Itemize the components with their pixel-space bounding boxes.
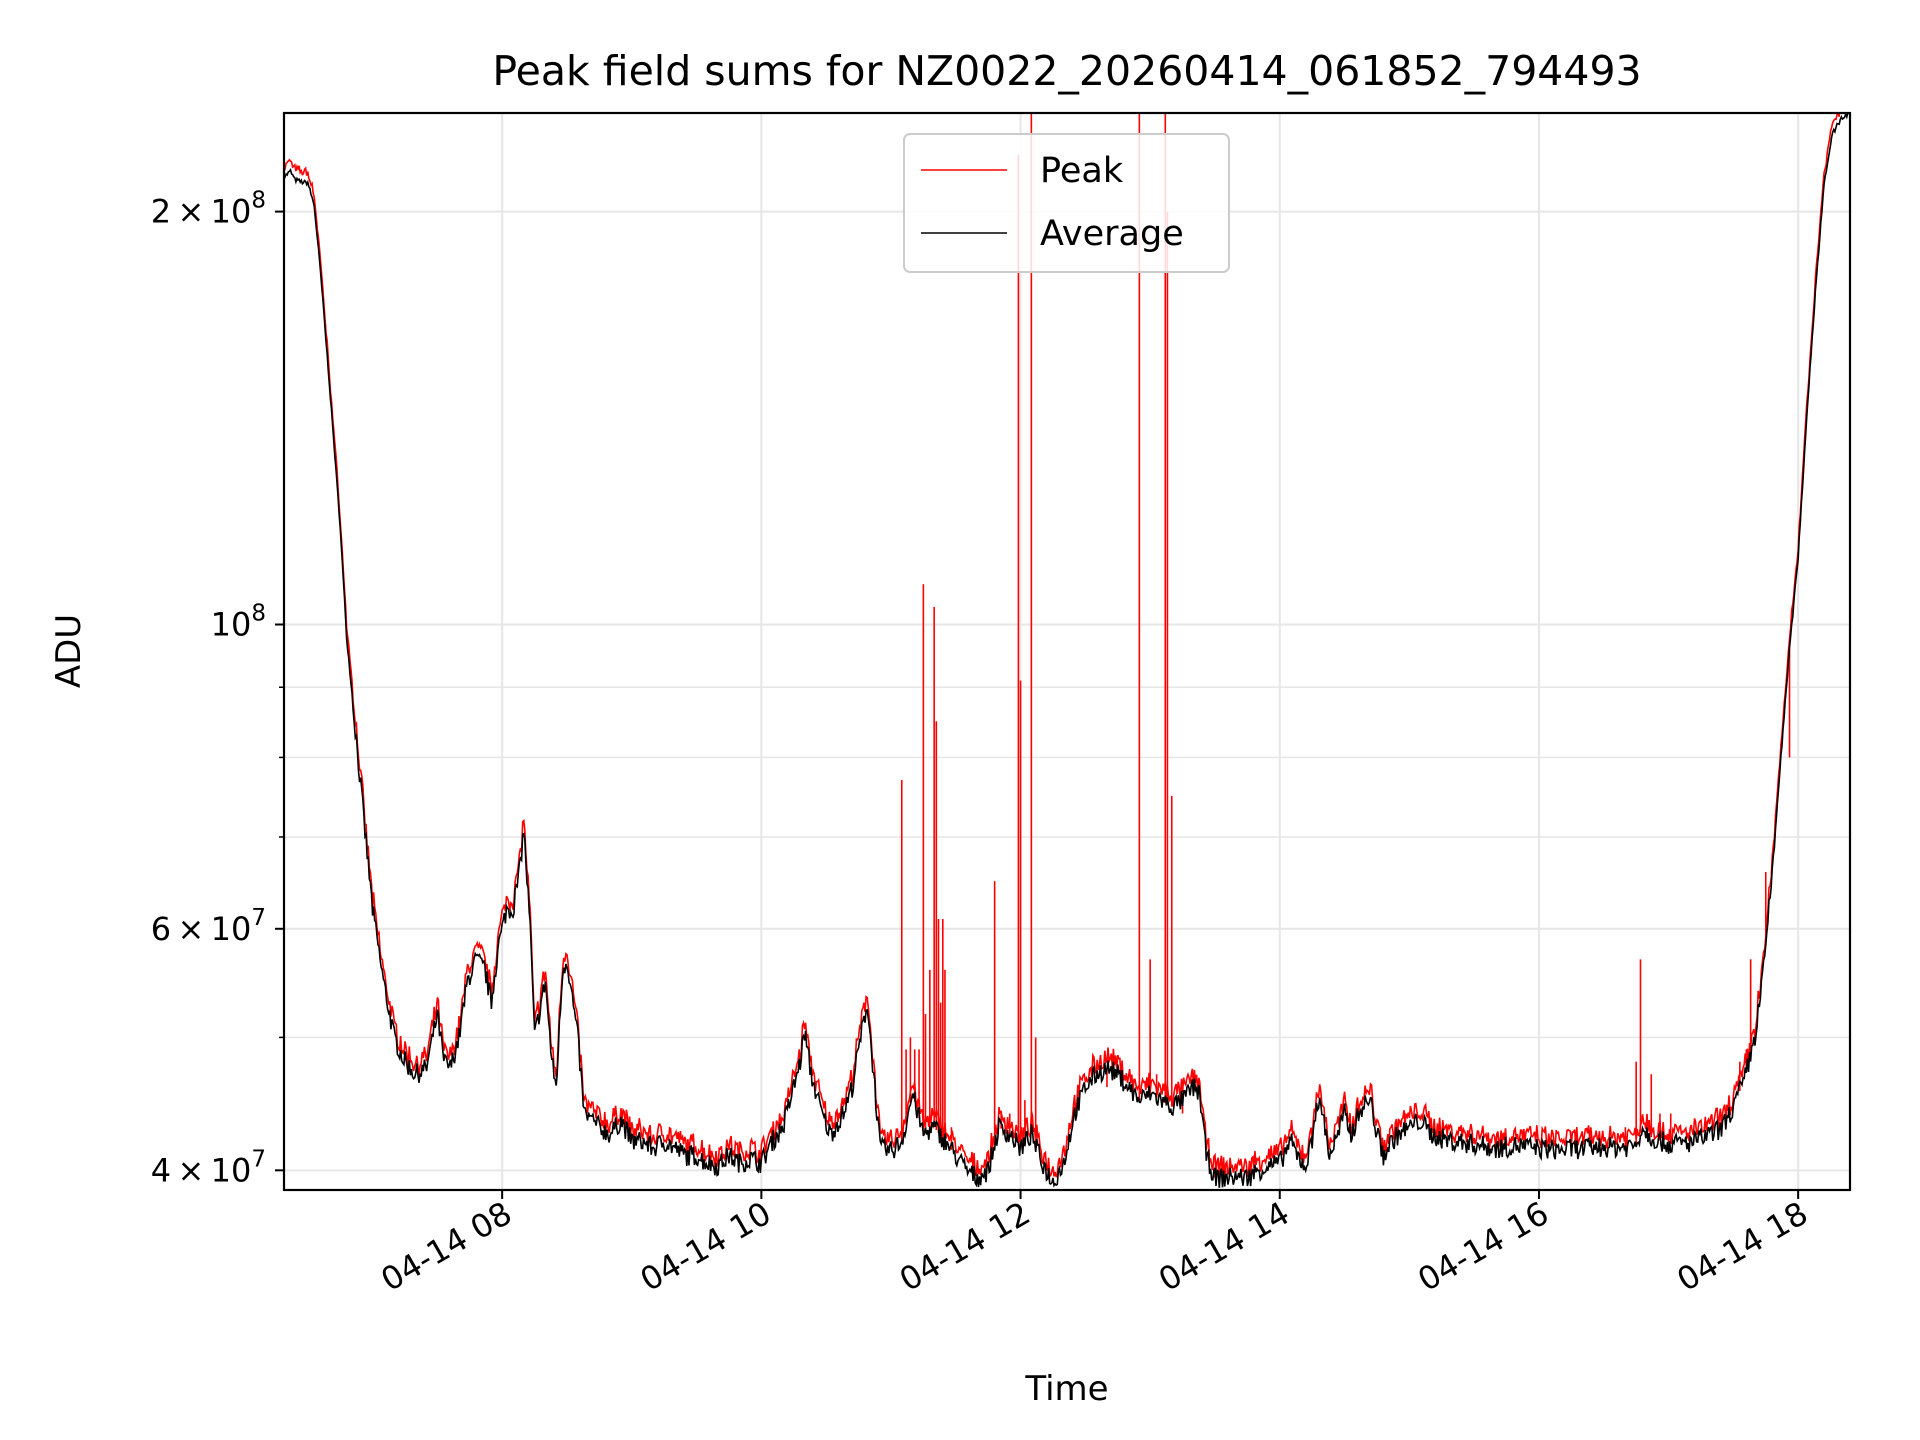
y-tick-label: 4 × 107 [151,1146,266,1189]
legend-peak-label: Peak [1040,151,1124,191]
y-tick-label: 108 [211,600,266,643]
grid [284,113,1850,1190]
y-axis-label: ADU [49,614,89,688]
y-axis: 2 × 108 108 6 × 107 4 × 107 [151,188,284,1189]
plot-frame [282,111,1852,1192]
plot-area [284,113,1850,1188]
average-series-line [284,113,1850,1188]
legend: Peak Average [903,133,1230,273]
chart-title: Peak field sums for NZ0022_20260414_0618… [492,47,1641,95]
peak-series-line [284,113,1841,1180]
y-tick-label: 6 × 107 [151,905,266,948]
x-axis-label: Time [1024,1369,1108,1409]
legend-box [903,133,1230,273]
legend-average-label: Average [1040,214,1184,254]
y-tick-label: 2 × 108 [151,188,266,231]
